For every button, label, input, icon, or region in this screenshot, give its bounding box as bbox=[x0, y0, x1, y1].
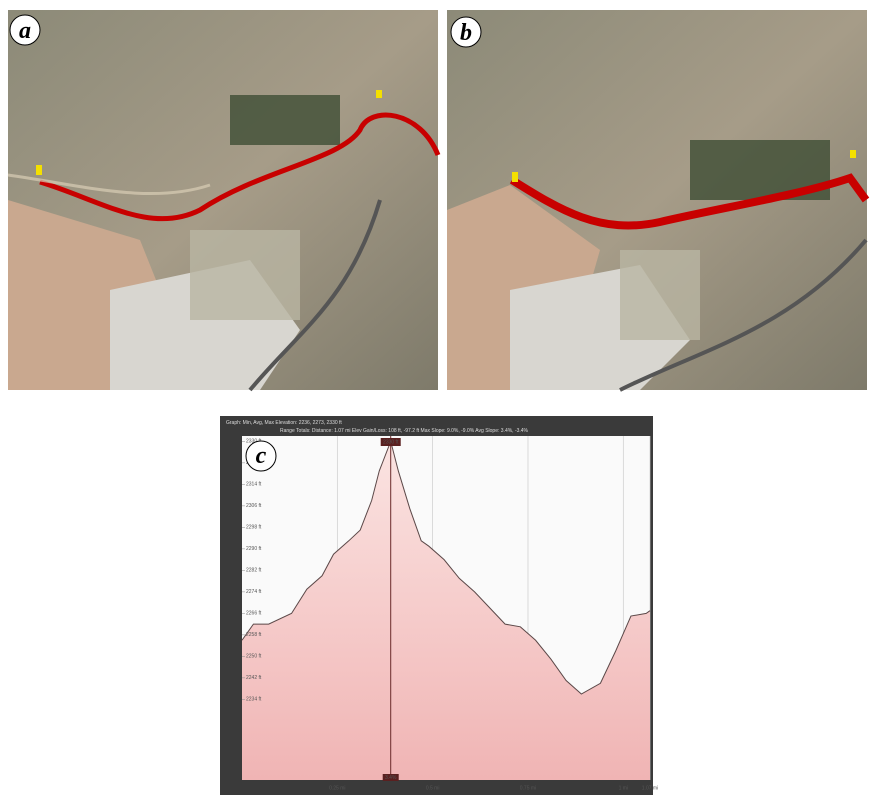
panel-label: c bbox=[256, 443, 267, 469]
header-line: Range Totals: Distance: 1.07 mi Elev Gai… bbox=[280, 428, 529, 434]
x-tick-label: 0.5 mi bbox=[426, 785, 440, 791]
y-tick-label: 2274 ft bbox=[246, 589, 262, 595]
y-tick-label: 2306 ft bbox=[246, 503, 262, 509]
y-tick-label: 2250 ft bbox=[246, 654, 262, 660]
x-tick-label: 0.25 mi bbox=[329, 785, 345, 791]
x-tick-label: 1 mi bbox=[619, 785, 628, 791]
page: {"panels": {"a": {"label": "a"}, "b": {"… bbox=[0, 0, 870, 795]
header-line: Graph: Min, Avg, Max Elevation: 2236, 22… bbox=[226, 420, 342, 426]
map-a bbox=[8, 10, 438, 390]
x-tick-label: 1.07 mi bbox=[642, 785, 658, 791]
panel-label: b bbox=[460, 20, 472, 46]
figure: Graph: Min, Avg, Max Elevation: 2236, 22… bbox=[0, 0, 870, 795]
cursor-elevation: 2330 ft bbox=[383, 439, 399, 445]
y-tick-label: 2314 ft bbox=[246, 482, 262, 488]
x-tick-label: 0.75 mi bbox=[520, 785, 536, 791]
y-tick-label: 2290 ft bbox=[246, 546, 262, 552]
y-tick-label: 2234 ft bbox=[246, 697, 262, 703]
y-tick-label: 2242 ft bbox=[246, 675, 262, 681]
y-tick-label: 2298 ft bbox=[246, 525, 262, 531]
map-b bbox=[447, 10, 867, 390]
y-tick-label: 2266 ft bbox=[246, 611, 262, 617]
cursor-slope: 3.4% bbox=[385, 775, 397, 781]
panel-label: a bbox=[19, 18, 31, 44]
y-tick-label: 2258 ft bbox=[246, 632, 262, 638]
y-tick-label: 2282 ft bbox=[246, 568, 262, 574]
